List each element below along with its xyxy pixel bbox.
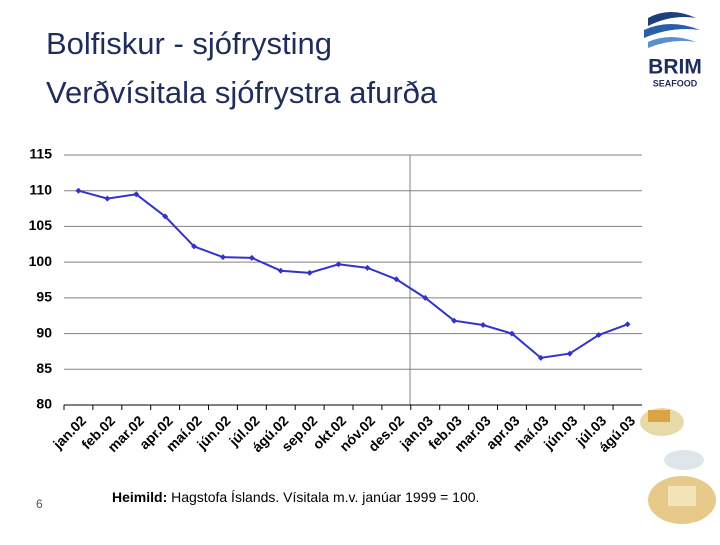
data-point <box>133 191 140 198</box>
source-label: Heimild: <box>112 489 167 505</box>
data-point <box>162 213 169 220</box>
data-point <box>277 267 284 274</box>
food-image <box>668 486 696 506</box>
chart-subtitle: Verðvísitala sjófrystra afurða <box>46 75 438 110</box>
data-point <box>248 254 255 261</box>
data-point <box>508 330 515 337</box>
page-number: 6 <box>36 497 43 511</box>
data-point <box>537 354 544 361</box>
food-images <box>640 408 716 524</box>
source-text: Hagstofa Íslands. Vísitala m.v. janúar 1… <box>171 489 479 505</box>
food-image <box>648 410 670 422</box>
logo-name: BRIM <box>648 56 702 79</box>
data-point <box>75 187 82 194</box>
y-tick-label: 110 <box>29 181 52 197</box>
data-point <box>480 322 487 328</box>
data-point <box>595 332 602 338</box>
logo: BRIM SEAFOOD <box>644 12 702 88</box>
data-point <box>422 294 429 301</box>
y-tick-label: 115 <box>29 146 52 162</box>
data-point <box>191 243 198 250</box>
y-tick-label: 85 <box>36 360 52 376</box>
data-point <box>624 321 631 328</box>
y-tick-label: 80 <box>36 396 52 412</box>
data-point <box>451 317 458 324</box>
logo-wave <box>648 37 696 48</box>
data-line <box>78 189 628 359</box>
data-point <box>566 350 573 357</box>
data-point <box>393 276 400 283</box>
data-point <box>364 264 371 271</box>
logo-wave <box>644 24 700 38</box>
logo-wave <box>648 12 696 26</box>
source-note: Heimild: Hagstofa Íslands. Vísitala m.v.… <box>112 489 479 505</box>
data-point <box>335 261 342 268</box>
y-tick-label: 100 <box>29 253 53 269</box>
data-point <box>219 254 226 261</box>
data-point <box>306 269 313 276</box>
y-tick-label: 90 <box>36 324 52 340</box>
chart-title: Bolfiskur - sjófrysting <box>46 26 332 61</box>
logo-tagline: SEAFOOD <box>653 78 698 88</box>
food-image <box>664 450 704 470</box>
data-point <box>104 195 111 202</box>
y-tick-label: 105 <box>29 217 53 233</box>
y-tick-label: 95 <box>36 289 52 305</box>
